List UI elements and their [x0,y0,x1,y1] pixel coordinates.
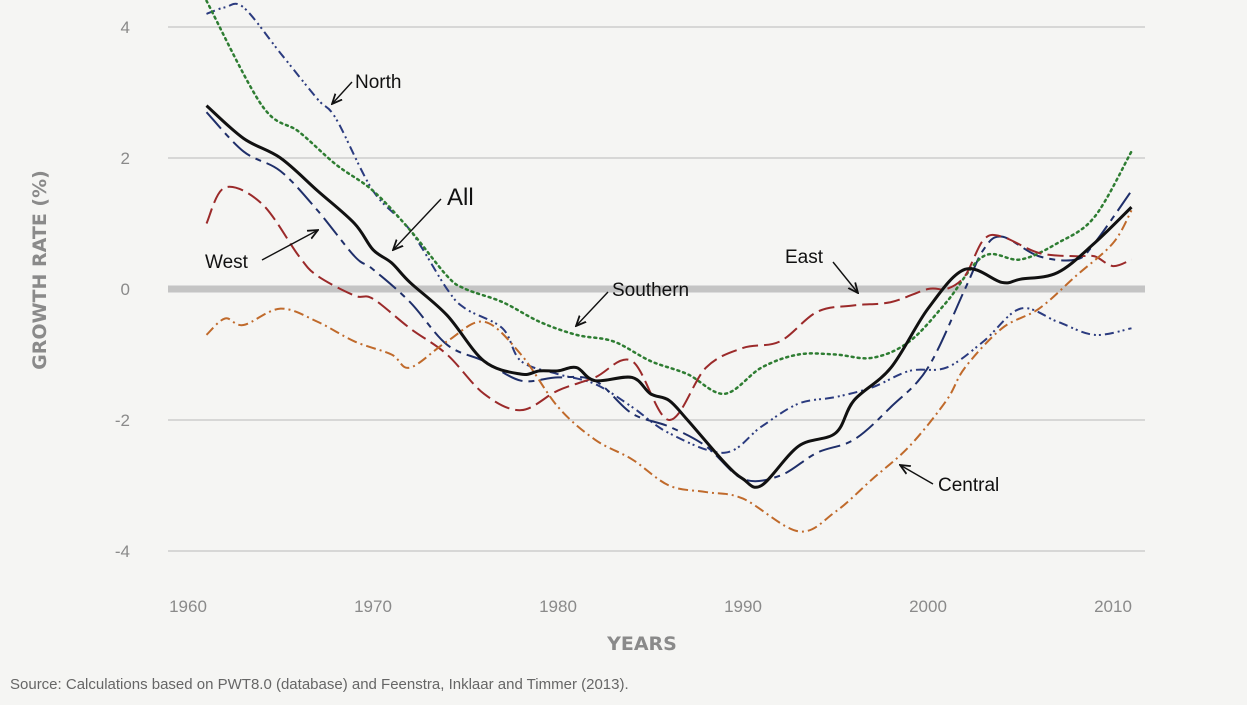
label-arrow-west [261,230,318,261]
label-arrow-all [393,198,442,250]
series-label-southern: Southern [612,280,689,301]
x-tick-label: 1980 [539,597,577,616]
series-label-central: Central [938,475,999,496]
y-axis-ticks: 4 2 0 -2 -4 [115,18,130,561]
series-label-all: All [447,184,474,211]
series-label-west: West [205,252,249,273]
x-tick-label: 1970 [354,597,392,616]
series-line-east [205,185,1132,421]
label-arrow-southern [576,291,609,326]
series-labels: North All West Southern East Central [205,72,999,496]
series-label-east: East [785,247,824,268]
x-tick-label: 2010 [1094,597,1132,616]
x-axis-title: YEARS [606,633,677,655]
series-line-north [206,2,1132,454]
x-tick-label: 2000 [909,597,947,616]
label-arrow-north [332,81,353,104]
gridlines [168,26,1145,552]
label-arrow-east [832,261,858,293]
x-tick-label: 1990 [724,597,762,616]
x-tick-label: 1960 [169,597,207,616]
series-lines [205,0,1133,533]
series-line-central [205,209,1133,533]
x-axis-ticks: 1960 1970 1980 1990 2000 2010 [169,597,1132,616]
series-line-southern [205,0,1133,396]
series-label-north: North [355,72,401,93]
y-tick-label: 0 [121,280,130,299]
series-line-west [205,111,1133,483]
y-tick-label: 4 [121,18,130,37]
y-tick-label: 2 [121,149,130,168]
y-tick-label: -4 [115,542,130,561]
y-axis-title: GROWTH RATE (%) [29,170,51,370]
y-tick-label: -2 [115,411,130,430]
label-arrow-central [900,465,934,485]
series-line-all [205,104,1133,489]
source-note: Source: Calculations based on PWT8.0 (da… [10,676,629,693]
